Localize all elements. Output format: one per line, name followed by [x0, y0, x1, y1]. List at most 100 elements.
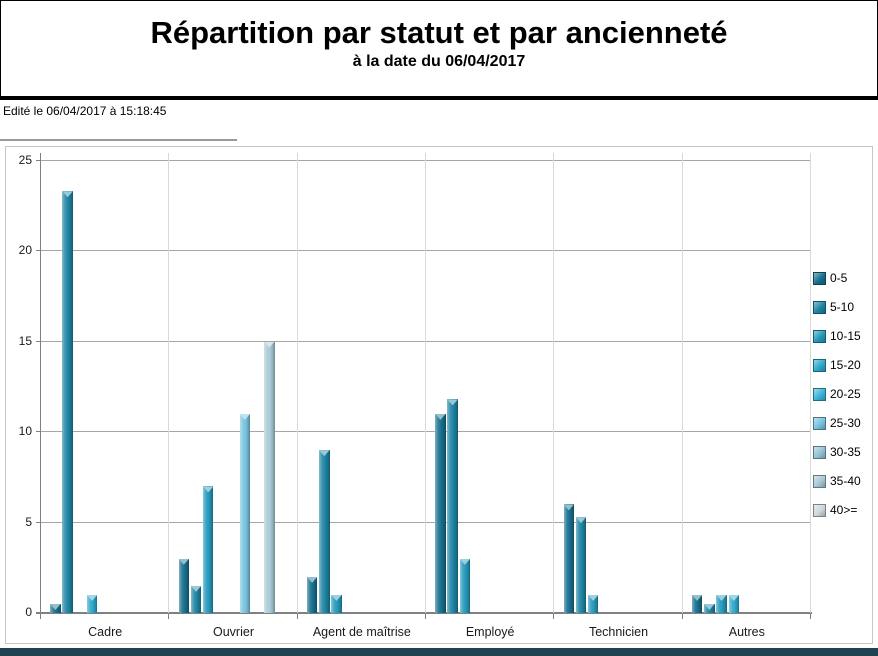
bar-0-5-Agent de maîtrise — [306, 576, 318, 613]
footer-bar — [0, 648, 878, 656]
legend-swatch — [813, 416, 826, 430]
legend-item-0-5: 0-5 — [813, 271, 865, 285]
legend-item-5-10: 5-10 — [813, 300, 865, 314]
legend-item-40>=: 40>= — [813, 503, 865, 517]
y-axis-tick — [36, 612, 41, 613]
bar-5-10-Autres — [704, 603, 715, 613]
edited-timestamp: Edité le 06/04/2017 à 15:18:45 — [3, 104, 167, 118]
gridline-category-separator — [681, 153, 683, 613]
legend-label: 0-5 — [830, 271, 848, 285]
bar-top-cap — [691, 594, 703, 601]
bar-5-10-Cadre — [62, 191, 73, 613]
legend-swatch — [813, 445, 826, 459]
gridline-category-separator — [553, 153, 555, 613]
gridline-y-20 — [41, 250, 811, 251]
y-tick-label: 25 — [18, 152, 32, 167]
x-axis-tick — [810, 614, 811, 619]
x-axis-tick — [681, 614, 683, 619]
bar-top-cap — [563, 504, 574, 511]
legend-item-25-30: 25-30 — [813, 416, 865, 430]
bar-top-cap — [202, 486, 214, 493]
bar-top-cap — [728, 594, 739, 601]
legend-item-35-40: 35-40 — [813, 474, 865, 488]
legend-item-15-20: 15-20 — [813, 358, 865, 372]
bar-15-20-Cadre — [86, 594, 98, 613]
bar-top-cap — [86, 594, 98, 601]
category-label: Ouvrier — [213, 625, 254, 639]
bar-35-40-Ouvrier — [264, 341, 275, 613]
y-axis-line — [40, 153, 41, 614]
bar-5-10-Employé — [447, 399, 458, 613]
edited-underline — [0, 139, 237, 141]
y-axis-tick — [36, 521, 41, 523]
bar-top-cap — [178, 558, 189, 565]
bar-10-15-Ouvrier — [202, 486, 214, 613]
x-axis-tick — [168, 614, 170, 619]
x-axis-tick — [553, 614, 555, 619]
y-tick-label: 5 — [25, 514, 32, 529]
bar-top-cap — [587, 594, 599, 601]
bar-10-15-Employé — [459, 558, 471, 613]
category-label: Cadre — [88, 625, 123, 639]
bar-top-cap — [435, 413, 446, 420]
bar-5-10-Technicien — [575, 517, 587, 613]
report-title: Répartition par statut et par ancienneté — [150, 15, 728, 50]
bar-top-cap — [264, 341, 275, 348]
legend-item-20-25: 20-25 — [813, 387, 865, 401]
y-tick-label: 15 — [18, 333, 32, 348]
bar-top-cap — [331, 594, 342, 601]
category-label: Employé — [465, 625, 515, 639]
legend-label: 25-30 — [830, 416, 861, 430]
bar-15-20-Autres — [728, 594, 739, 613]
legend-swatch — [813, 329, 826, 343]
bar-0-5-Employé — [435, 413, 446, 613]
legend-label: 15-20 — [830, 358, 861, 372]
legend-label: 30-35 — [830, 445, 861, 459]
y-axis-tick — [36, 340, 41, 342]
gridline-category-separator — [425, 153, 426, 613]
chart-container: 0 5 10 15 20 25 Cadre Ouvrier Agent de maîtrise E… — [5, 146, 873, 644]
gridline-category-separator — [168, 153, 170, 613]
category-label: Agent de maîtrise — [312, 625, 411, 639]
gridline-y-25 — [41, 159, 811, 161]
bar-0-5-Autres — [691, 594, 703, 613]
bar-top-cap — [239, 413, 251, 420]
bar-top-cap — [50, 603, 61, 610]
bar-top-cap — [306, 576, 318, 583]
legend-swatch — [813, 271, 826, 285]
legend-item-10-15: 10-15 — [813, 329, 865, 343]
bar-0-5-Technicien — [563, 504, 574, 613]
bar-10-15-Technicien — [587, 594, 599, 613]
bar-top-cap — [447, 399, 458, 406]
report-header: Répartition par statut et par ancienneté… — [0, 0, 878, 100]
bar-top-cap — [459, 558, 471, 565]
legend-label: 20-25 — [830, 387, 861, 401]
bar-top-cap — [319, 450, 330, 457]
bar-10-15-Agent de maîtrise — [331, 594, 342, 613]
legend-item-30-35: 30-35 — [813, 445, 865, 459]
bar-top-cap — [716, 594, 727, 601]
report-subtitle: à la date du 06/04/2017 — [352, 53, 526, 70]
plot-area: 0 5 10 15 20 25 Cadre Ouvrier Agent de maîtrise E… — [19, 153, 812, 639]
x-axis-tick — [296, 614, 298, 619]
legend-label: 40>= — [830, 503, 858, 517]
bar-5-10-Agent de maîtrise — [319, 450, 330, 613]
category-label: Autres — [728, 625, 765, 639]
gridline-y-10 — [41, 431, 811, 432]
y-tick-label: 10 — [18, 424, 32, 438]
x-axis-tick — [40, 614, 41, 619]
category-label: Technicien — [588, 625, 649, 639]
legend-swatch — [813, 358, 826, 372]
y-axis-tick — [36, 159, 41, 161]
legend-label: 35-40 — [830, 474, 861, 488]
x-axis-tick — [425, 614, 426, 619]
y-tick-label: 20 — [18, 243, 32, 257]
bar-top-cap — [704, 603, 715, 610]
legend-swatch — [813, 503, 826, 517]
bar-0-5-Cadre — [50, 603, 61, 613]
legend-label: 5-10 — [830, 300, 855, 314]
x-axis-line — [36, 612, 812, 614]
gridline-category-separator — [296, 153, 298, 613]
chart-legend: 0-5 5-10 10-15 15-20 20-25 25-30 30-35 35-40 40>… — [813, 271, 865, 533]
